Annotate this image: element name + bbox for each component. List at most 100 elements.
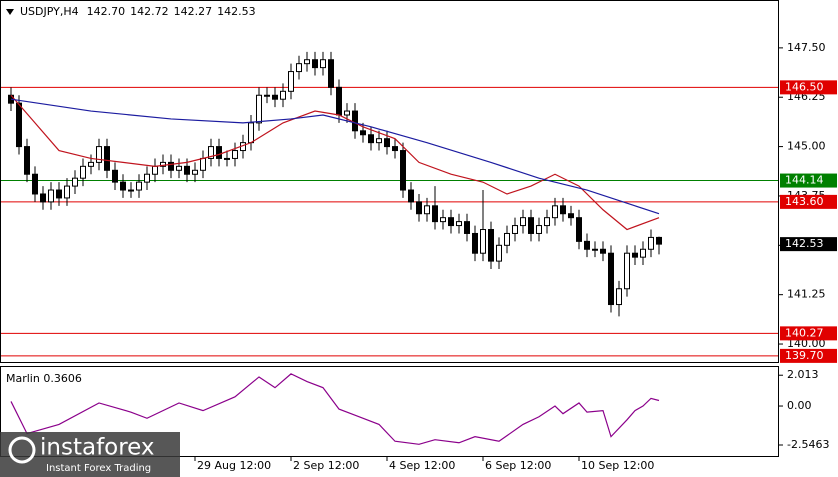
y-tick-label: 147.50 bbox=[787, 41, 826, 54]
price-tag-label: 139.70 bbox=[785, 349, 824, 362]
candle-body bbox=[472, 232, 478, 254]
header-open: 142.70 bbox=[87, 5, 126, 18]
candle-body bbox=[536, 225, 542, 234]
candle-body bbox=[184, 165, 190, 175]
price-tag bbox=[780, 173, 837, 188]
candle-body bbox=[288, 71, 294, 92]
price-tag-label: 140.27 bbox=[785, 326, 824, 339]
candle-body bbox=[392, 146, 398, 152]
candle-body bbox=[88, 161, 94, 167]
candle-body bbox=[600, 248, 606, 254]
candle-body bbox=[40, 193, 46, 203]
candle-body bbox=[304, 59, 310, 65]
candle-body bbox=[312, 59, 318, 69]
candle-body bbox=[544, 217, 550, 227]
plot-area: 147.50146.25145.00143.75142.50141.25140.… bbox=[1, 41, 837, 472]
y-tick-label: 141.25 bbox=[787, 288, 826, 301]
candle-body bbox=[272, 94, 278, 100]
candle-body bbox=[376, 138, 382, 144]
price-tag bbox=[780, 194, 837, 209]
candle-body bbox=[424, 205, 430, 215]
indicator-tick-label: 0.00 bbox=[787, 399, 812, 412]
candle-body bbox=[144, 173, 150, 183]
candle-body bbox=[488, 229, 494, 262]
candle-body bbox=[192, 169, 198, 175]
candle-body bbox=[280, 90, 286, 100]
candle-body bbox=[416, 201, 422, 215]
x-tick-label: 2 Sep 12:00 bbox=[293, 459, 359, 472]
price-tag-label: 144.14 bbox=[785, 174, 824, 187]
candle-body bbox=[576, 217, 582, 242]
moving-average bbox=[10, 94, 660, 231]
moving-average bbox=[10, 98, 660, 215]
candle-body bbox=[344, 110, 350, 116]
chart-header: USDJPY,H4 142.70 142.72 142.27 142.53 bbox=[20, 5, 256, 18]
header-high: 142.72 bbox=[130, 5, 169, 18]
candle-body bbox=[200, 157, 206, 171]
candle-body bbox=[456, 221, 462, 227]
watermark-tagline: Instant Forex Trading bbox=[46, 463, 151, 474]
candle-body bbox=[352, 110, 358, 132]
candle-body bbox=[248, 122, 254, 144]
candle-body bbox=[24, 146, 30, 175]
candle-body bbox=[328, 59, 334, 88]
price-tag bbox=[780, 237, 837, 252]
candle-body bbox=[568, 213, 574, 219]
candle-body bbox=[640, 248, 646, 258]
candle-body bbox=[624, 252, 630, 290]
candle-body bbox=[400, 150, 406, 191]
candle-body bbox=[592, 248, 598, 251]
watermark: instaforex Instant Forex Trading bbox=[0, 432, 180, 477]
candle-body bbox=[296, 63, 302, 73]
indicator-title: Marlin 0.3606 bbox=[6, 372, 82, 385]
candle-body bbox=[648, 236, 654, 250]
candle-body bbox=[552, 205, 558, 219]
chart-title: USDJPY,H4 bbox=[20, 5, 79, 18]
candle-body bbox=[104, 146, 110, 171]
candle-body bbox=[520, 217, 526, 227]
candle-body bbox=[16, 102, 22, 148]
price-tag-label: 142.53 bbox=[785, 237, 824, 250]
candle-body bbox=[584, 240, 590, 250]
candle-body bbox=[616, 288, 622, 306]
candle-body bbox=[96, 146, 102, 163]
candle-body bbox=[440, 217, 446, 223]
candle-body bbox=[216, 146, 222, 159]
candle-body bbox=[504, 232, 510, 246]
menu-triangle[interactable] bbox=[6, 9, 14, 15]
candle-body bbox=[464, 221, 470, 234]
candle-body bbox=[408, 189, 414, 203]
x-tick-label: 6 Sep 12:00 bbox=[485, 459, 551, 472]
candle-body bbox=[320, 59, 326, 69]
candle-body bbox=[480, 229, 486, 254]
watermark-brand: instaforex bbox=[40, 435, 155, 461]
candle-body bbox=[160, 161, 166, 167]
candle-body bbox=[56, 189, 62, 199]
candle-body bbox=[512, 225, 518, 234]
candle-body bbox=[64, 185, 70, 199]
candle-body bbox=[360, 130, 366, 136]
candle-body bbox=[120, 181, 126, 191]
candle-body bbox=[496, 244, 502, 262]
x-tick-label: 29 Aug 12:00 bbox=[197, 459, 271, 472]
candle-body bbox=[384, 138, 390, 148]
header-low: 142.27 bbox=[174, 5, 213, 18]
candle-body bbox=[528, 217, 534, 234]
header-close: 142.53 bbox=[217, 5, 256, 18]
candle-body bbox=[336, 86, 342, 116]
price-tag-label: 146.50 bbox=[785, 80, 824, 93]
candle-body bbox=[72, 177, 78, 187]
candle-body bbox=[448, 217, 454, 227]
candle-body bbox=[264, 94, 270, 97]
indicator-tick-label: 2.013 bbox=[787, 368, 819, 381]
candle-body bbox=[368, 134, 374, 144]
candle-body bbox=[168, 161, 174, 171]
candle-body bbox=[136, 181, 142, 191]
x-tick-label: 4 Sep 12:00 bbox=[389, 459, 455, 472]
indicator-panel-frame bbox=[0, 366, 779, 457]
candle-body bbox=[176, 165, 182, 171]
candle-body bbox=[224, 157, 230, 160]
price-tag bbox=[780, 348, 837, 363]
